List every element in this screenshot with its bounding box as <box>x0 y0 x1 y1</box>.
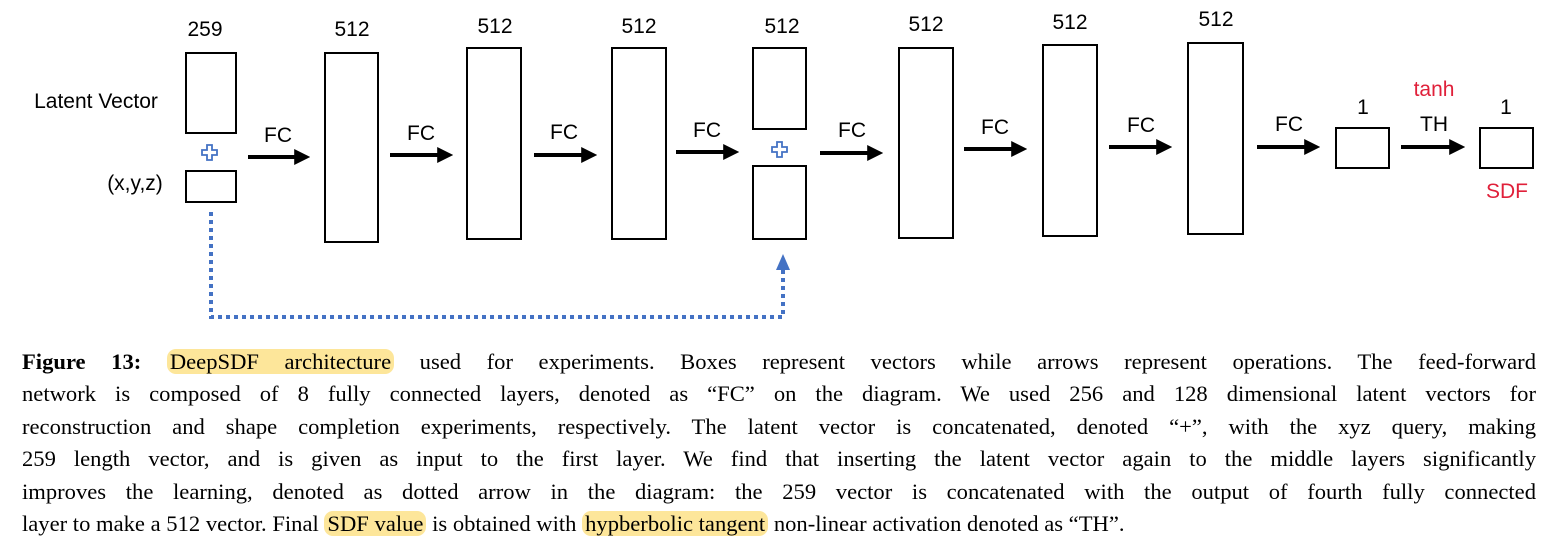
layer-box-1 <box>324 52 379 243</box>
layer-size-label-1: 512 <box>334 18 369 41</box>
latent-vector-box <box>185 52 237 134</box>
activation-abbr-label: TH <box>1420 113 1448 136</box>
layer-size-label-6: 512 <box>1052 11 1087 34</box>
skip-connection-arrow <box>209 212 790 319</box>
fc-label-6: FC <box>981 116 1009 139</box>
figure-label: Figure 13: <box>22 349 142 374</box>
output-box <box>1479 127 1534 169</box>
layer-size-label-2: 512 <box>477 15 512 38</box>
layer-size-label-4: 512 <box>764 15 799 38</box>
caption-line-6-c: non-linear activation denoted as “TH”. <box>768 511 1125 537</box>
pre-activation-size-label: 1 <box>1357 96 1369 119</box>
fc-label-1: FC <box>264 124 292 147</box>
latent-vector-label: Latent Vector <box>34 90 158 113</box>
output-size-label: 1 <box>1500 96 1512 119</box>
caption-line-6: layer to make a 512 vector. Final SDF va… <box>22 508 1536 540</box>
caption-line-4: 259 length vector, and is given as input… <box>22 446 1536 472</box>
caption-line-6-b: is obtained with <box>426 511 583 537</box>
fc-label-7: FC <box>1127 114 1155 137</box>
layer-box-2 <box>466 47 522 240</box>
fc-label-2: FC <box>407 122 435 145</box>
layer-box-5 <box>898 47 954 239</box>
input-size-label: 259 <box>187 18 222 41</box>
caption-line-6-a: layer to make a 512 vector. Final <box>22 511 325 537</box>
fc-label-5: FC <box>838 119 866 142</box>
highlight-hyperbolic-tangent: hypberbolic tangent <box>582 511 769 537</box>
fc-label-3: FC <box>550 121 578 144</box>
layer-box-3 <box>611 47 667 240</box>
figure-caption: Figure 13: DeepSDF architecture used for… <box>22 346 1536 540</box>
layer-size-label-5: 512 <box>908 13 943 36</box>
caption-line-2: network is composed of 8 fully connected… <box>22 381 1536 407</box>
layer-box-6 <box>1042 44 1098 237</box>
fc-label-4: FC <box>693 119 721 142</box>
layer-4-bottom-box <box>752 165 807 240</box>
concat-plus-icon-2 <box>771 141 788 158</box>
xyz-box <box>185 170 237 203</box>
caption-line-3: reconstruction and shape completion expe… <box>22 413 1536 439</box>
xyz-label: (x,y,z) <box>107 172 163 195</box>
output-sdf-label: SDF <box>1486 180 1528 203</box>
activation-name-label: tanh <box>1414 78 1455 101</box>
deepsdf-architecture-diagram: 259 Latent Vector (x,y,z) FC 512 FC 512 … <box>34 8 1534 319</box>
fc-label-8: FC <box>1275 113 1303 136</box>
caption-line-5: improves the learning, denoted as dotted… <box>22 478 1536 504</box>
concat-plus-icon <box>201 144 218 161</box>
highlight-deepsdf-architecture: DeepSDF architecture <box>166 349 395 374</box>
layer-4-top-box <box>752 47 807 130</box>
highlight-sdf-value: SDF value <box>324 511 427 537</box>
layer-box-7 <box>1187 42 1244 235</box>
pre-activation-box <box>1335 127 1390 169</box>
layer-size-label-3: 512 <box>621 15 656 38</box>
caption-line-1-rest: used for experiments. Boxes represent ve… <box>394 349 1536 374</box>
caption-line-1: Figure 13: DeepSDF architecture used for… <box>22 346 1536 378</box>
layer-size-label-7: 512 <box>1198 8 1233 31</box>
